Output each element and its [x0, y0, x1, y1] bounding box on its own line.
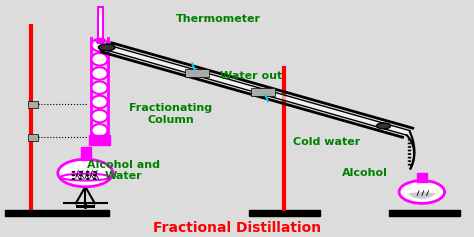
Circle shape: [408, 139, 411, 141]
Circle shape: [72, 178, 75, 180]
Bar: [249, 210, 320, 216]
Polygon shape: [104, 45, 410, 135]
Circle shape: [72, 171, 75, 173]
Bar: [81, 147, 91, 160]
Circle shape: [79, 171, 82, 173]
Ellipse shape: [91, 82, 108, 94]
Bar: [98, 7, 103, 43]
Bar: [5, 210, 109, 216]
Bar: [28, 134, 38, 141]
Bar: [28, 101, 38, 108]
Text: Alcohol: Alcohol: [342, 168, 388, 178]
Ellipse shape: [91, 67, 108, 80]
Circle shape: [408, 157, 411, 159]
Circle shape: [93, 178, 97, 180]
Circle shape: [79, 174, 82, 176]
Circle shape: [96, 38, 105, 43]
Circle shape: [86, 178, 90, 180]
Ellipse shape: [91, 96, 108, 108]
Bar: [185, 69, 209, 77]
Circle shape: [93, 174, 97, 176]
Ellipse shape: [91, 124, 108, 137]
Bar: [89, 135, 110, 145]
Circle shape: [399, 181, 445, 203]
Text: Thermometer: Thermometer: [175, 14, 261, 24]
Bar: [417, 173, 427, 182]
Circle shape: [408, 142, 411, 144]
Circle shape: [408, 160, 411, 162]
Circle shape: [72, 174, 75, 176]
Circle shape: [58, 159, 113, 187]
Bar: [389, 210, 460, 216]
Text: Cold water: Cold water: [293, 137, 361, 147]
Circle shape: [93, 171, 97, 173]
Circle shape: [86, 174, 90, 176]
Circle shape: [408, 164, 411, 166]
Circle shape: [86, 171, 90, 173]
Bar: [76, 205, 95, 208]
Ellipse shape: [376, 123, 391, 129]
Circle shape: [408, 153, 411, 155]
Ellipse shape: [99, 44, 115, 51]
Circle shape: [408, 146, 411, 148]
Text: Fractional Distillation: Fractional Distillation: [153, 220, 321, 235]
Bar: [251, 87, 275, 96]
Text: Water out: Water out: [220, 71, 283, 81]
Ellipse shape: [91, 39, 108, 51]
Circle shape: [408, 150, 411, 151]
Wedge shape: [409, 192, 435, 199]
Circle shape: [79, 178, 82, 180]
Ellipse shape: [91, 53, 108, 65]
Ellipse shape: [91, 110, 108, 122]
Text: Alcohol and
Water: Alcohol and Water: [87, 160, 160, 182]
Text: Fractionating
Column: Fractionating Column: [129, 103, 212, 125]
